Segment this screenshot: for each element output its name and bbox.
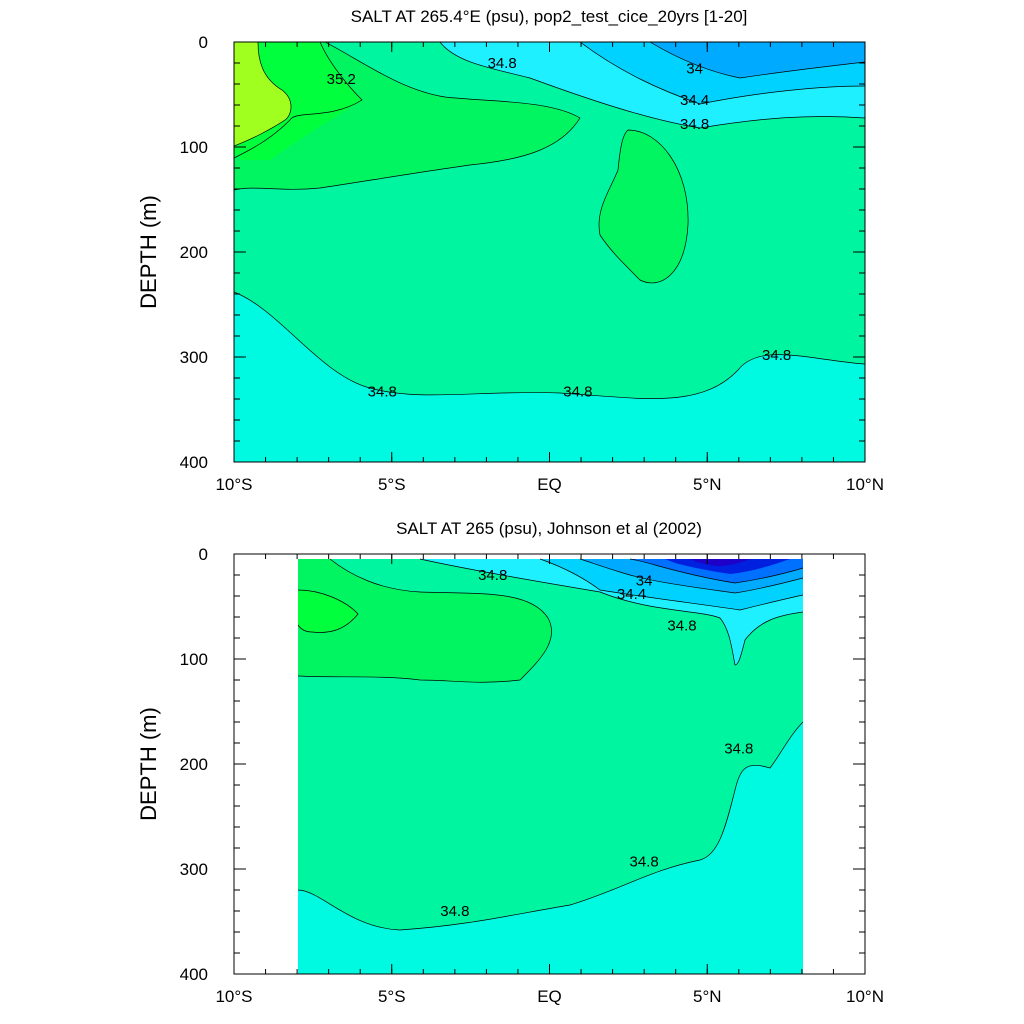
panel2-title: SALT AT 265 (psu), Johnson et al (2002) bbox=[396, 519, 702, 538]
x-tick-label: EQ bbox=[537, 987, 562, 1006]
fill-35.4-region bbox=[234, 42, 291, 146]
y-tick-label: 400 bbox=[180, 965, 208, 984]
panel2-ylabel: DEPTH (m) bbox=[136, 707, 161, 821]
contour-34.0 bbox=[649, 42, 865, 79]
panel1-contour-field bbox=[234, 42, 865, 462]
y-tick-label: 100 bbox=[180, 650, 208, 669]
contour-35.0-blob bbox=[598, 129, 689, 284]
fill-35.0-blob bbox=[599, 130, 689, 283]
contour-34.4 bbox=[579, 42, 865, 105]
fill-low-salinity-region-3 bbox=[650, 42, 865, 78]
panel1-title: SALT AT 265.4°E (psu), pop2_test_cice_20… bbox=[351, 7, 748, 26]
contour-34.8-shallow bbox=[419, 558, 804, 666]
contour-35.2 bbox=[234, 42, 363, 159]
contour-35.4 bbox=[234, 42, 292, 147]
contour-label: 34.4 bbox=[617, 586, 646, 603]
x-tick-label: 10°N bbox=[846, 987, 884, 1006]
contour-34.0 bbox=[579, 558, 804, 594]
panel2-x-ticks: 10°S 5°S EQ 5°N 10°N bbox=[215, 554, 884, 1006]
x-tick-label: 5°S bbox=[378, 475, 406, 494]
y-tick-label: 0 bbox=[199, 545, 208, 564]
contour-34.8-deep bbox=[234, 291, 865, 399]
panel1-ylabel: DEPTH (m) bbox=[136, 195, 161, 309]
y-tick-label: 200 bbox=[180, 755, 208, 774]
x-tick-label: 10°S bbox=[215, 987, 252, 1006]
contour-34.8-deep bbox=[297, 721, 804, 931]
y-tick-label: 300 bbox=[180, 860, 208, 879]
contour-label: 34.8 bbox=[762, 347, 791, 364]
panel1-x-ticks: 10°S 5°S EQ 5°N 10°N bbox=[215, 42, 884, 494]
fill-low-salinity-region-5 bbox=[665, 559, 790, 574]
x-tick-label: 10°S bbox=[215, 475, 252, 494]
x-tick-label: 5°N bbox=[693, 987, 722, 1006]
fill-low-salinity-region-6 bbox=[690, 559, 750, 566]
y-tick-label: 100 bbox=[180, 138, 208, 157]
panel1-contour-labels: 35.2 34.8 34 34.4 34.8 34.8 34.8 34.8 bbox=[327, 55, 792, 401]
x-tick-label: EQ bbox=[537, 475, 562, 494]
panel2-contour-field bbox=[297, 558, 804, 974]
x-tick-label: 5°S bbox=[378, 987, 406, 1006]
contour-label: 34.8 bbox=[630, 854, 659, 871]
contour-35.0 bbox=[297, 558, 552, 683]
contour-label: 34 bbox=[636, 572, 653, 589]
x-tick-label: 10°N bbox=[846, 475, 884, 494]
contour-label: 34.8 bbox=[680, 116, 709, 133]
contour-label: 34 bbox=[686, 60, 703, 77]
x-tick-label: 5°N bbox=[693, 475, 722, 494]
contour-label: 34.8 bbox=[478, 567, 507, 584]
fill-35.0-region bbox=[298, 559, 552, 683]
y-tick-label: 0 bbox=[199, 33, 208, 52]
panel-observation: SALT AT 265 (psu), Johnson et al (2002) … bbox=[136, 519, 884, 1006]
contour-label: 35.2 bbox=[327, 71, 356, 88]
y-tick-label: 300 bbox=[180, 348, 208, 367]
contour-35.0 bbox=[234, 42, 581, 191]
fill-35.2-region bbox=[298, 590, 358, 633]
contour-label: 34.8 bbox=[667, 617, 696, 634]
contour-label: 34.8 bbox=[488, 55, 517, 72]
contour-label: 34.8 bbox=[440, 903, 469, 920]
y-tick-label: 400 bbox=[180, 453, 208, 472]
contour-label: 34.8 bbox=[563, 384, 592, 401]
contour-label: 34.4 bbox=[680, 92, 709, 109]
contour-34.4 bbox=[539, 558, 804, 611]
panel1-y-ticks: 0 100 200 300 400 bbox=[180, 33, 865, 472]
contour-33.8 bbox=[629, 558, 804, 584]
contour-35.2 bbox=[297, 589, 359, 633]
contour-label: 34.8 bbox=[724, 740, 753, 757]
contour-label: 34.8 bbox=[368, 384, 397, 401]
panel-model: SALT AT 265.4°E (psu), pop2_test_cice_20… bbox=[136, 7, 884, 494]
contour-34.8-shallow bbox=[439, 42, 865, 129]
y-tick-label: 200 bbox=[180, 243, 208, 262]
panel2-y-ticks: 0 100 200 300 400 bbox=[180, 545, 865, 984]
